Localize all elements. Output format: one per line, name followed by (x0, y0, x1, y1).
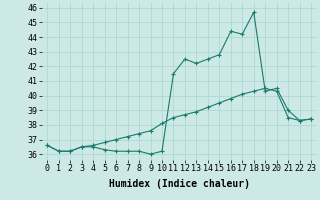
X-axis label: Humidex (Indice chaleur): Humidex (Indice chaleur) (109, 179, 250, 189)
